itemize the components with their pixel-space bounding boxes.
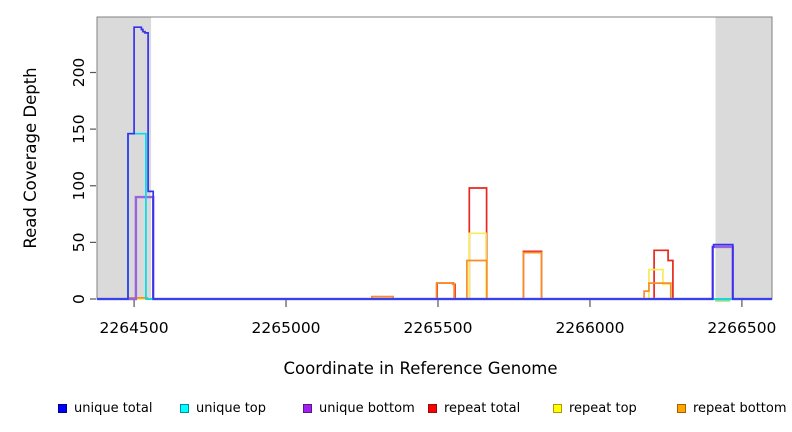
legend-label: repeat bottom: [693, 400, 787, 416]
y-tick-label: 50: [70, 233, 88, 253]
series-repeat-bottom: [97, 251, 772, 300]
legend-item-unique-top: unique top: [180, 398, 266, 418]
legend-item-repeat-bottom: repeat bottom: [677, 398, 787, 418]
legend-swatch-icon: [180, 403, 189, 413]
chart-legend: unique total unique top unique bottom repea…: [0, 398, 792, 422]
legend-item-repeat-top: repeat top: [553, 398, 637, 418]
plot-box: [96, 16, 773, 300]
y-axis-title: Read Coverage Depth: [21, 67, 40, 248]
legend-swatch-icon: [428, 403, 437, 413]
y-tick-label: 150: [70, 114, 88, 144]
x-tick-label: 2264500: [100, 319, 169, 337]
legend-swatch-icon: [677, 403, 686, 413]
legend-label: unique total: [74, 400, 153, 416]
shaded-region: [715, 17, 772, 299]
legend-item-unique-bottom: unique bottom: [303, 398, 415, 418]
legend-label: unique top: [196, 400, 267, 416]
legend-item-unique-total: unique total: [58, 398, 152, 418]
x-tick-label: 2265500: [403, 319, 472, 337]
x-tick-label: 2266500: [707, 319, 776, 337]
series-unique-top: [97, 132, 772, 300]
legend-swatch-icon: [58, 403, 67, 413]
y-tick-label: 0: [70, 294, 88, 304]
x-tick-label: 2266000: [555, 319, 624, 337]
series-unique-total: [97, 26, 772, 300]
x-tick-label: 2265000: [252, 319, 321, 337]
legend-label: unique bottom: [319, 400, 415, 416]
y-tick-label: 200: [70, 58, 88, 88]
legend-label: repeat top: [569, 400, 637, 416]
legend-swatch-icon: [303, 403, 312, 413]
legend-item-repeat-total: repeat total: [428, 398, 520, 418]
legend-swatch-icon: [553, 403, 562, 413]
x-axis-title: Coordinate in Reference Genome: [283, 359, 557, 378]
y-tick-label: 100: [70, 171, 88, 201]
legend-label: repeat total: [444, 400, 521, 416]
shaded-region: [97, 17, 152, 299]
